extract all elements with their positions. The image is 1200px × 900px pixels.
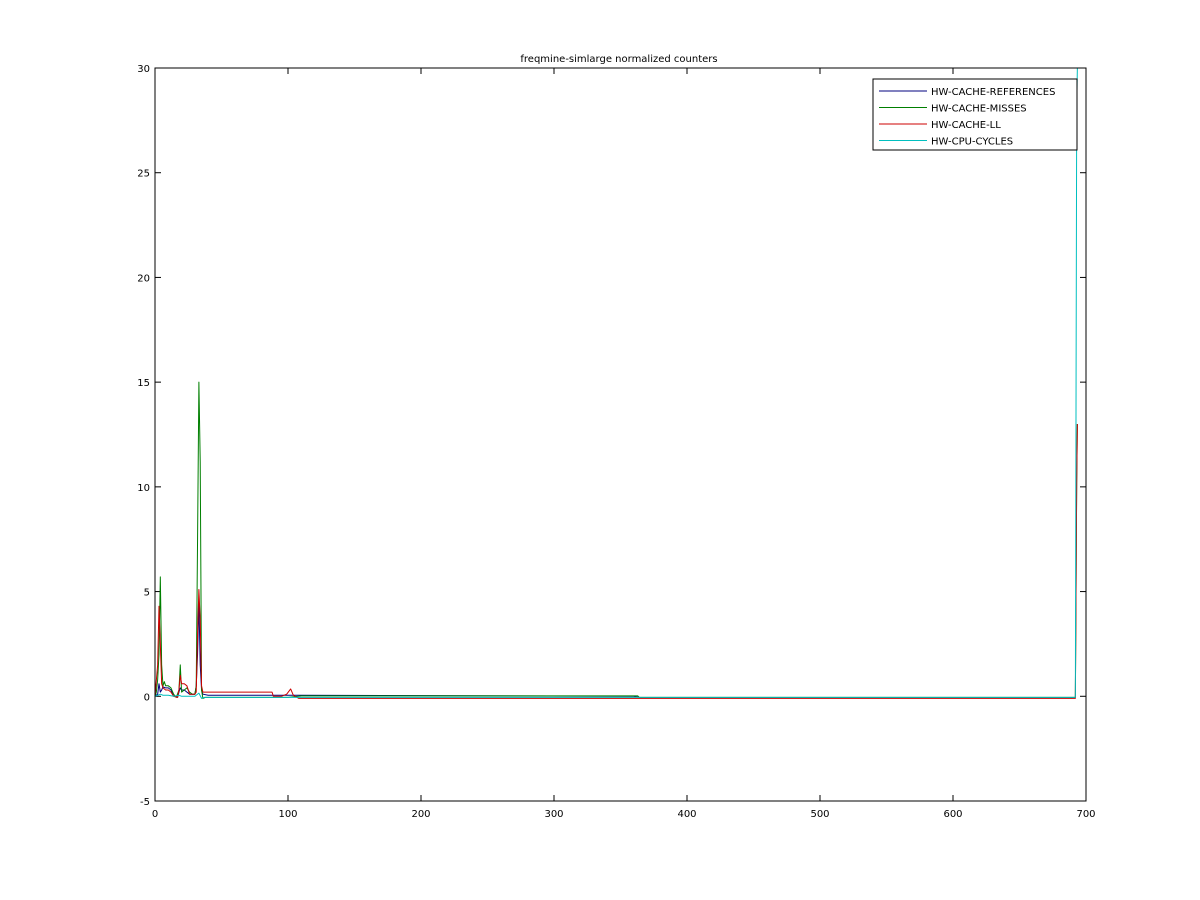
y-tick-label: 0	[144, 692, 150, 703]
y-tick-label: 15	[137, 378, 150, 389]
legend-label: HW-CACHE-LL	[931, 120, 1001, 131]
y-tick-label: 10	[137, 483, 150, 494]
x-tick-label: 300	[544, 809, 563, 820]
x-tick-label: 500	[810, 809, 829, 820]
x-tick-label: 100	[278, 809, 297, 820]
x-tick-label: 200	[411, 809, 430, 820]
legend-label: HW-CPU-CYCLES	[931, 137, 1013, 148]
plot-frame	[154, 67, 1087, 802]
legend-label: HW-CACHE-REFERENCES	[931, 87, 1055, 98]
series-line-hw-cpu-cycles	[154, 67, 1078, 699]
y-tick-label: -5	[140, 797, 150, 808]
x-tick-label: 0	[152, 809, 158, 820]
series-line-hw-cache-ll	[154, 424, 1078, 699]
series-layer	[154, 67, 1078, 699]
x-tick-label: 400	[677, 809, 696, 820]
legend-label: HW-CACHE-MISSES	[931, 104, 1027, 115]
x-tick-label: 600	[943, 809, 962, 820]
chart-title: freqmine-simlarge normalized counters	[520, 54, 717, 65]
x-tick-label: 700	[1076, 809, 1095, 820]
plot-area	[155, 68, 1086, 801]
y-tick-label: 20	[137, 273, 150, 284]
y-tick-label: 30	[137, 64, 150, 75]
y-tick-label: 25	[137, 169, 150, 180]
legend: HW-CACHE-REFERENCES HW-CACHE-MISSES HW-CAC…	[872, 78, 1078, 151]
y-tick-label: 5	[144, 588, 150, 599]
